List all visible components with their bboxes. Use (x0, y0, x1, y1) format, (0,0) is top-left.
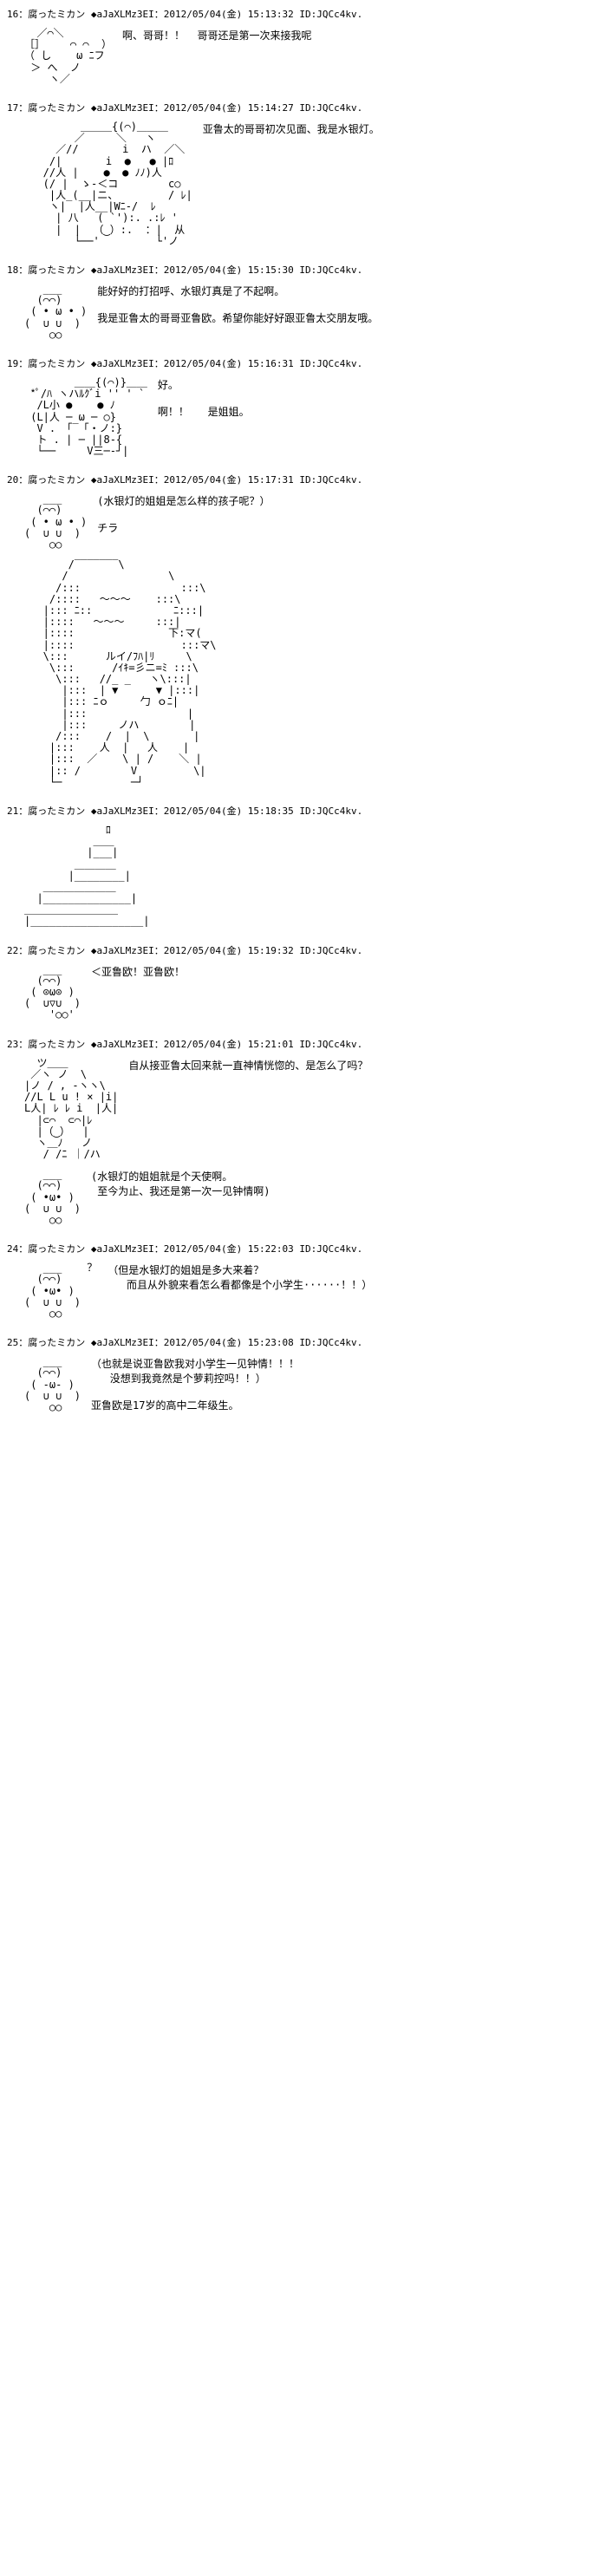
post-header: 25：腐ったミカン ◆aJaXLMz3EI：2012/05/04(金) 15:2… (7, 1335, 586, 1349)
ascii-art: ___ (⌒⌒) ( ⊙ω⊙ ) ( ∪▽∪ ) '○○' (24, 964, 81, 1021)
ascii-art: ___ (⌒⌒) ( • ω • ) ( ∪ ∪ ) ○○ (24, 493, 87, 551)
dialogue: （也就是说亚鲁欧我对小学生一见钟情！！！ 没想到我竟然是个萝莉控吗！！） 亚鲁欧… (91, 1356, 299, 1412)
post-header: 21：腐ったミカン ◆aJaXLMz3EI：2012/05/04(金) 15:1… (7, 804, 586, 818)
post-19: 19：腐ったミカン ◆aJaXLMz3EI：2012/05/04(金) 15:1… (7, 356, 586, 457)
post-header: 20：腐ったミカン ◆aJaXLMz3EI：2012/05/04(金) 15:1… (7, 473, 586, 486)
ascii-art: ___ (⌒⌒) ( • ω • ) ( ∪ ∪ ) ○○ (24, 284, 87, 341)
post-21: 21：腐ったミカン ◆aJaXLMz3EI：2012/05/04(金) 15:1… (7, 804, 586, 928)
ascii-art: ﾛ ＿＿ |___| ＿＿＿＿ |________| ＿＿＿＿＿＿＿ |____… (24, 825, 150, 928)
post-content: ___ ？ (⌒⌒) ( •ω• ) ( ∪ ∪ ) ○○ （但是水银灯的姐姐是多… (24, 1262, 586, 1320)
ascii-art: ／⌒＼ ［］ ⌒ ⌒ ） （ し ω ﾆフ ＞ へ ノ ヽ／ (24, 28, 112, 85)
post-24: 24：腐ったミカン ◆aJaXLMz3EI：2012/05/04(金) 15:2… (7, 1242, 586, 1320)
post-header: 17：腐ったミカン ◆aJaXLMz3EI：2012/05/04(金) 15:1… (7, 101, 586, 114)
dialogue: （但是水银灯的姐姐是多大来着？ 而且从外貌来看怎么看都像是个小学生······！… (108, 1262, 372, 1292)
post-23: 23：腐ったミカン ◆aJaXLMz3EI：2012/05/04(金) 15:2… (7, 1037, 586, 1227)
ascii-art-2: ___ (⌒⌒) ( •ω• ) ( ∪ ∪ ) ○○ (24, 1169, 81, 1226)
post-header: 22：腐ったミカン ◆aJaXLMz3EI：2012/05/04(金) 15:1… (7, 943, 586, 957)
post-18: 18：腐ったミカン ◆aJaXLMz3EI：2012/05/04(金) 15:1… (7, 263, 586, 341)
dialogue: (水银灯的姐姐是怎么样的孩子呢？） チラ (97, 493, 270, 535)
post-content: ___ (⌒⌒) ( • ω • ) ( ∪ ∪ ) ○○(水银灯的姐姐是怎么样… (24, 493, 586, 551)
post-content: ＿＿{(⌒)}＿＿ *ﾟ/ﾊ ヽハﾙｸﾞi '' ' ` /L小 ● ● ﾉ (… (24, 377, 586, 457)
post-content: ___ (⌒⌒) ( -ω- ) ( ∪ ∪ ) ○○（也就是说亚鲁欧我对小学生… (24, 1356, 586, 1413)
post-20: 20：腐ったミカン ◆aJaXLMz3EI：2012/05/04(金) 15:1… (7, 473, 586, 788)
post-content: ﾛ ＿＿ |___| ＿＿＿＿ |________| ＿＿＿＿＿＿＿ |____… (24, 825, 586, 928)
post-25: 25：腐ったミカン ◆aJaXLMz3EI：2012/05/04(金) 15:2… (7, 1335, 586, 1413)
dialogue-2: (水银灯的姐姐就是个天使啊。 至今为止、我还是第一次一见钟情啊) (91, 1169, 270, 1198)
ascii-art: ＿＿＿{(⌒)＿＿＿ ／ ＼ ヽ ／// i ハ ／＼ /| i ● ● |ﾛ … (24, 121, 192, 247)
dialogue: 能好好的打招呼、水银灯真是了不起啊。 我是亚鲁太的哥哥亚鲁欧。希望你能好好跟亚鲁… (97, 284, 378, 325)
post-content: ___ (⌒⌒) ( ⊙ω⊙ ) ( ∪▽∪ ) '○○' ＜亚鲁欧！亚鲁欧！ (24, 964, 586, 1021)
post-header: 19：腐ったミカン ◆aJaXLMz3EI：2012/05/04(金) 15:1… (7, 356, 586, 370)
post-content: ツ＿＿ ／ヽ ノ \ |ノ / , -ヽヽ\ //L L u ! × |i| L… (24, 1058, 586, 1161)
ascii-art: ___ (⌒⌒) ( -ω- ) ( ∪ ∪ ) ○○ (24, 1356, 81, 1413)
post-content: ＿＿＿{(⌒)＿＿＿ ／ ＼ ヽ ／// i ハ ／＼ /| i ● ● |ﾛ … (24, 121, 586, 247)
post-content-2: /‾‾‾‾‾‾‾\ / \ /::: :::\ /:::: ～～～ :::\ |… (24, 559, 586, 788)
dialogue: 自从接亚鲁太回来就一直神情恍惚的、是怎么了吗？ (128, 1058, 368, 1073)
post-16: 16：腐ったミカン ◆aJaXLMz3EI：2012/05/04(金) 15:1… (7, 7, 586, 85)
post-content: ／⌒＼ ［］ ⌒ ⌒ ） （ し ω ﾆフ ＞ へ ノ ヽ／ 啊、哥哥！！ 哥哥还… (24, 28, 586, 85)
dialogue: 亚鲁太的哥哥初次见面、我是水银灯。 (203, 121, 380, 136)
post-22: 22：腐ったミカン ◆aJaXLMz3EI：2012/05/04(金) 15:1… (7, 943, 586, 1021)
post-content-2: ___ (⌒⌒) ( •ω• ) ( ∪ ∪ ) ○○ (水银灯的姐姐就是个天使啊… (24, 1169, 586, 1226)
post-header: 16：腐ったミカン ◆aJaXLMz3EI：2012/05/04(金) 15:1… (7, 7, 586, 21)
post-header: 23：腐ったミカン ◆aJaXLMz3EI：2012/05/04(金) 15:2… (7, 1037, 586, 1051)
dialogue: ＜亚鲁欧！亚鲁欧！ (91, 964, 185, 979)
dialogue: 啊、哥哥！！ 哥哥还是第一次来接我呢 (122, 28, 311, 42)
post-header: 18：腐ったミカン ◆aJaXLMz3EI：2012/05/04(金) 15:1… (7, 263, 586, 277)
ascii-art: ＿＿{(⌒)}＿＿ *ﾟ/ﾊ ヽハﾙｸﾞi '' ' ` /L小 ● ● ﾉ (… (24, 377, 147, 457)
post-17: 17：腐ったミカン ◆aJaXLMz3EI：2012/05/04(金) 15:1… (7, 101, 586, 247)
dialogue: 好。 啊！！ 是姐姐。 (158, 377, 250, 419)
post-header: 24：腐ったミカン ◆aJaXLMz3EI：2012/05/04(金) 15:2… (7, 1242, 586, 1255)
ascii-art-2: /‾‾‾‾‾‾‾\ / \ /::: :::\ /:::: ～～～ :::\ |… (24, 559, 217, 788)
ascii-art: ___ ？ (⌒⌒) ( •ω• ) ( ∪ ∪ ) ○○ (24, 1262, 97, 1320)
ascii-art: ツ＿＿ ／ヽ ノ \ |ノ / , -ヽヽ\ //L L u ! × |i| L… (24, 1058, 118, 1161)
post-content: ___ (⌒⌒) ( • ω • ) ( ∪ ∪ ) ○○能好好的打招呼、水银灯… (24, 284, 586, 341)
